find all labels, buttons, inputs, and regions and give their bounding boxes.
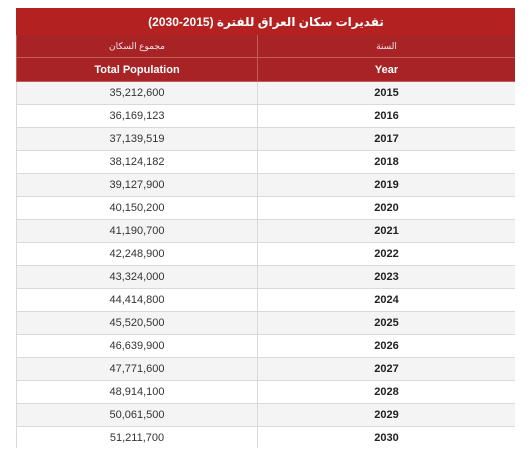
year-cell: 2019 [256, 173, 515, 197]
population-table-container: تقديرات سكان العراق للفترة (2015-2030) م… [16, 8, 515, 448]
population-cell: 48,914,100 [16, 380, 258, 404]
population-cell: 44,414,800 [16, 288, 258, 312]
table-row: 50,061,500 2029 [16, 403, 515, 427]
population-table: تقديرات سكان العراق للفترة (2015-2030) م… [16, 8, 515, 448]
population-cell: 39,127,900 [16, 173, 258, 197]
header-year-en: Year [256, 57, 515, 82]
header-population-en: Total Population [16, 57, 258, 82]
english-header-row: Total Population Year [16, 57, 515, 82]
population-cell: 35,212,600 [16, 81, 258, 105]
population-cell: 45,520,500 [16, 311, 258, 335]
year-cell: 2029 [256, 403, 515, 427]
table-row: 35,212,600 2015 [16, 81, 515, 105]
table-row: 37,139,519 2017 [16, 127, 515, 151]
population-cell: 50,061,500 [16, 403, 258, 427]
year-cell: 2016 [256, 104, 515, 128]
year-cell: 2023 [256, 265, 515, 289]
table-row: 42,248,900 2022 [16, 242, 515, 266]
population-cell: 46,639,900 [16, 334, 258, 358]
header-year-ar: السنة [256, 34, 515, 58]
year-cell: 2018 [256, 150, 515, 174]
table-row: 51,211,700 2030 [16, 426, 515, 448]
table-row: 46,639,900 2026 [16, 334, 515, 358]
population-cell: 36,169,123 [16, 104, 258, 128]
table-row: 39,127,900 2019 [16, 173, 515, 197]
table-row: 41,190,700 2021 [16, 219, 515, 243]
population-cell: 41,190,700 [16, 219, 258, 243]
table-row: 48,914,100 2028 [16, 380, 515, 404]
table-row: 45,520,500 2025 [16, 311, 515, 335]
year-cell: 2024 [256, 288, 515, 312]
arabic-header-row: مجموع السكان السنة [16, 34, 515, 58]
year-cell: 2017 [256, 127, 515, 151]
table-row: 44,414,800 2024 [16, 288, 515, 312]
year-cell: 2021 [256, 219, 515, 243]
year-cell: 2020 [256, 196, 515, 220]
population-cell: 38,124,182 [16, 150, 258, 174]
year-cell: 2015 [256, 81, 515, 105]
year-cell: 2022 [256, 242, 515, 266]
table-title-row: تقديرات سكان العراق للفترة (2015-2030) [16, 8, 515, 35]
table-body: 35,212,600 2015 36,169,123 2016 37,139,519 20… [16, 81, 515, 448]
population-cell: 43,324,000 [16, 265, 258, 289]
year-cell: 2025 [256, 311, 515, 335]
year-cell: 2028 [256, 380, 515, 404]
table-row: 36,169,123 2016 [16, 104, 515, 128]
year-cell: 2026 [256, 334, 515, 358]
table-row: 38,124,182 2018 [16, 150, 515, 174]
header-population-ar: مجموع السكان [16, 34, 258, 58]
population-cell: 51,211,700 [16, 426, 258, 448]
year-cell: 2030 [256, 426, 515, 448]
table-row: 40,150,200 2020 [16, 196, 515, 220]
table-row: 47,771,600 2027 [16, 357, 515, 381]
table-row: 43,324,000 2023 [16, 265, 515, 289]
population-cell: 40,150,200 [16, 196, 258, 220]
population-cell: 47,771,600 [16, 357, 258, 381]
year-cell: 2027 [256, 357, 515, 381]
population-cell: 42,248,900 [16, 242, 258, 266]
table-title: تقديرات سكان العراق للفترة (2015-2030) [16, 8, 515, 35]
population-cell: 37,139,519 [16, 127, 258, 151]
